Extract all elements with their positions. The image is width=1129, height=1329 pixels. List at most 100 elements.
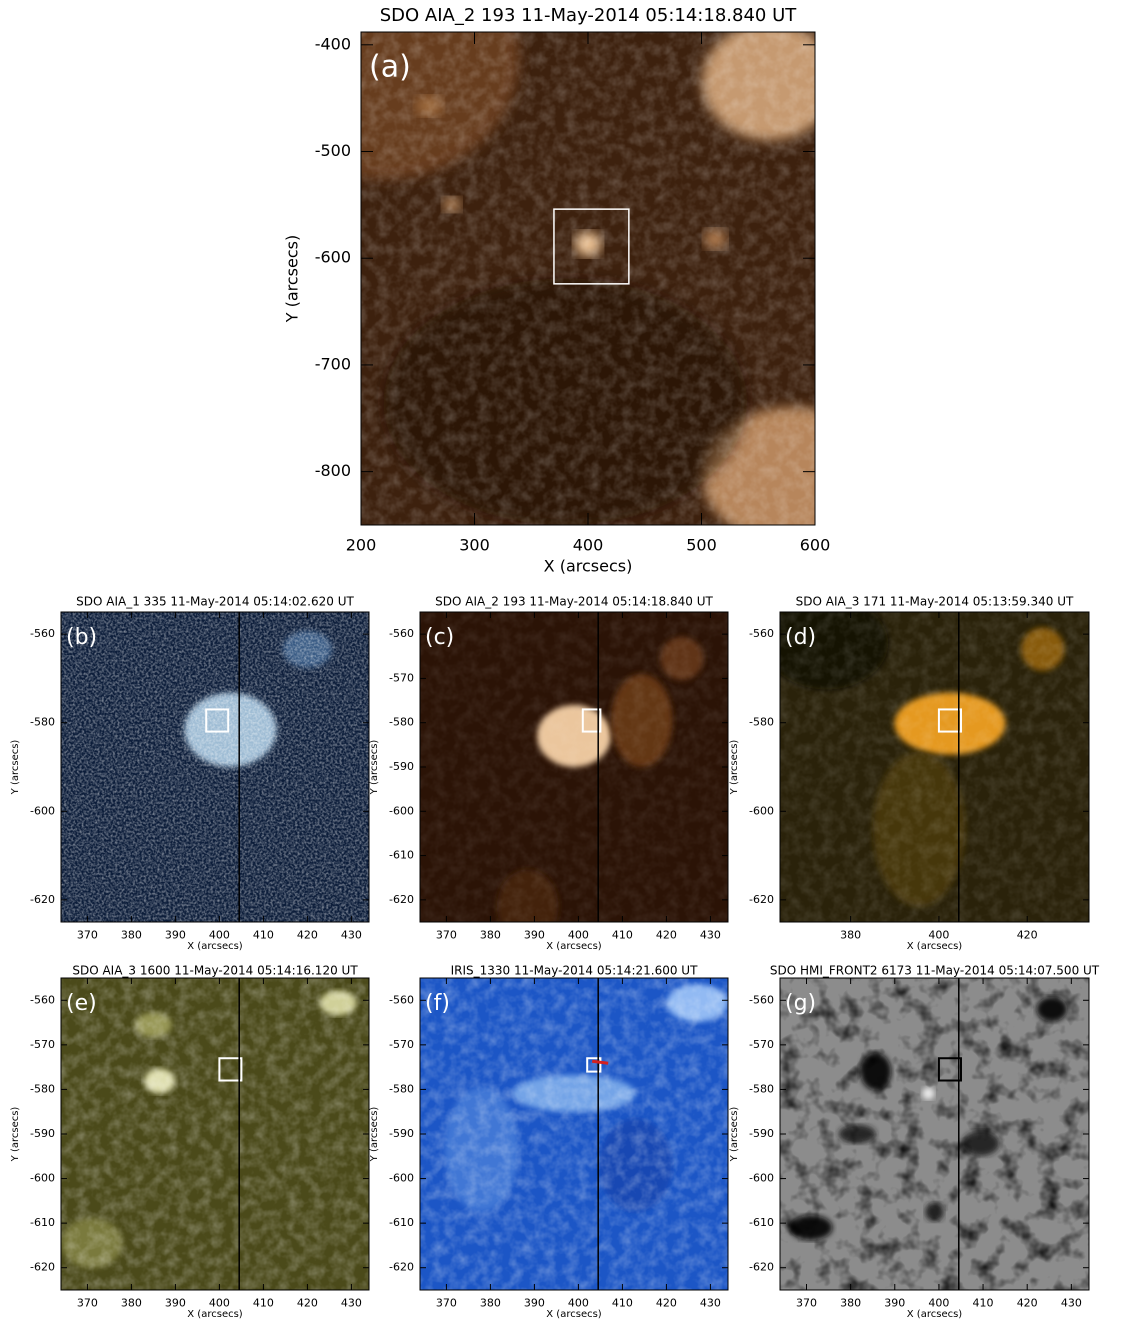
x-tick-label: 380 xyxy=(480,929,501,942)
x-tick-label: 390 xyxy=(884,1297,905,1310)
y-tick-label: -600 xyxy=(30,1172,55,1185)
x-tick-label: 400 xyxy=(573,536,604,555)
y-tick-label: -590 xyxy=(389,760,414,773)
x-tick-label: 300 xyxy=(459,536,490,555)
y-tick-label: -580 xyxy=(389,1082,414,1095)
y-tick-label: -560 xyxy=(389,993,414,1006)
y-tick-label: -800 xyxy=(315,461,351,480)
panel-label: (f) xyxy=(425,991,450,1016)
panel-label: (d) xyxy=(785,625,816,650)
y-tick-label: -590 xyxy=(389,1127,414,1140)
x-axis-label: X (arcsecs) xyxy=(187,1309,243,1320)
x-tick-label: 370 xyxy=(436,929,457,942)
panel: 370 380 390 400 410 420 430 -560 -570 -580 -590 -60… xyxy=(10,964,369,1321)
x-tick-label: 390 xyxy=(165,929,186,942)
y-tick-label: -570 xyxy=(389,671,414,684)
y-axis-label: Y (arcsecs) xyxy=(369,740,380,796)
x-tick-label: 390 xyxy=(165,1297,186,1310)
x-tick-label: 420 xyxy=(656,1297,677,1310)
y-tick-label: -570 xyxy=(30,1038,55,1051)
x-axis-label: X (arcsecs) xyxy=(187,941,243,952)
y-tick-label: -400 xyxy=(315,34,351,53)
y-tick-label: -500 xyxy=(315,141,351,160)
x-tick-label: 420 xyxy=(656,929,677,942)
y-tick-label: -580 xyxy=(30,1082,55,1095)
y-tick-label: -600 xyxy=(749,804,774,817)
page: 200300400500600-400-500-600-700-800SDO A… xyxy=(0,0,1129,1325)
y-tick-label: -610 xyxy=(749,1216,774,1229)
y-tick-label: -700 xyxy=(315,354,351,373)
panel: 370380390400410420430-560-570-580-590-60… xyxy=(729,964,1100,1321)
x-tick-label: 370 xyxy=(796,1297,817,1310)
panel-title: SDO AIA_3 1600 11-May-2014 05:14:16.120 … xyxy=(72,964,358,978)
x-tick-label: 600 xyxy=(800,536,831,555)
solar-image xyxy=(61,612,369,922)
x-tick-label: 200 xyxy=(346,536,377,555)
panel-label: (c) xyxy=(425,625,454,650)
y-tick-label: -560 xyxy=(749,993,774,1006)
y-axis-label: Y (arcsecs) xyxy=(729,1107,740,1163)
y-tick-label: -620 xyxy=(389,893,414,906)
x-tick-label: 400 xyxy=(928,1297,949,1310)
x-tick-label: 420 xyxy=(1017,1297,1038,1310)
image-texture xyxy=(61,612,369,922)
y-axis-label: Y (arcsecs) xyxy=(10,1107,21,1163)
x-tick-label: 420 xyxy=(297,929,318,942)
x-tick-label: 380 xyxy=(121,929,142,942)
x-axis-label: X (arcsecs) xyxy=(546,941,602,952)
x-tick-label: 390 xyxy=(524,1297,545,1310)
y-tick-label: -580 xyxy=(749,716,774,729)
panel-title: SDO AIA_3 171 11-May-2014 05:13:59.340 U… xyxy=(796,595,1074,609)
x-tick-label: 370 xyxy=(77,1297,98,1310)
x-tick-label: 390 xyxy=(524,929,545,942)
panel-title: SDO AIA_1 335 11-May-2014 05:14:02.620 U… xyxy=(76,595,354,609)
y-tick-label: -600 xyxy=(30,804,55,817)
y-tick-label: -560 xyxy=(749,627,774,640)
x-tick-label: 410 xyxy=(253,929,274,942)
x-tick-label: 370 xyxy=(436,1297,457,1310)
y-tick-label: -620 xyxy=(749,1261,774,1274)
y-tick-label: -590 xyxy=(749,1127,774,1140)
panel-label: (e) xyxy=(66,991,97,1016)
x-tick-label: 380 xyxy=(121,1297,142,1310)
solar-image xyxy=(61,978,369,1290)
x-tick-label: 380 xyxy=(840,929,861,942)
y-tick-label: -600 xyxy=(315,248,351,267)
x-tick-label: 400 xyxy=(209,1297,230,1310)
y-tick-label: -560 xyxy=(389,627,414,640)
x-tick-label: 400 xyxy=(568,929,589,942)
solar-image xyxy=(420,978,728,1290)
x-tick-label: 380 xyxy=(480,1297,501,1310)
y-tick-label: -620 xyxy=(389,1261,414,1274)
x-axis-label: X (arcsecs) xyxy=(546,1309,602,1320)
panel-title: SDO AIA_2 193 11-May-2014 05:14:18.840 U… xyxy=(435,595,713,609)
image-texture xyxy=(420,978,728,1290)
figure: 200300400500600-400-500-600-700-800SDO A… xyxy=(0,0,1129,1325)
x-tick-label: 410 xyxy=(973,1297,994,1310)
x-tick-label: 430 xyxy=(341,1297,362,1310)
x-tick-label: 410 xyxy=(253,1297,274,1310)
y-tick-label: -590 xyxy=(30,1127,55,1140)
y-tick-label: -560 xyxy=(30,993,55,1006)
x-tick-label: 400 xyxy=(568,1297,589,1310)
y-axis-label: Y (arcsecs) xyxy=(369,1107,380,1163)
y-tick-label: -620 xyxy=(30,1261,55,1274)
y-axis-label: Y (arcsecs) xyxy=(283,235,302,323)
image-texture xyxy=(61,978,369,1290)
y-tick-label: -570 xyxy=(749,1038,774,1051)
x-axis-label: X (arcsecs) xyxy=(544,557,633,576)
y-tick-label: -570 xyxy=(389,1038,414,1051)
x-tick-label: 430 xyxy=(1061,1297,1082,1310)
y-tick-label: -600 xyxy=(389,804,414,817)
solar-image xyxy=(420,612,728,944)
panel-label: (a) xyxy=(369,50,411,85)
panel-title: IRIS_1330 11-May-2014 05:14:21.600 UT xyxy=(451,964,698,978)
y-tick-label: -580 xyxy=(30,716,55,729)
x-tick-label: 420 xyxy=(297,1297,318,1310)
image-texture xyxy=(420,612,728,922)
x-tick-label: 410 xyxy=(612,1297,633,1310)
